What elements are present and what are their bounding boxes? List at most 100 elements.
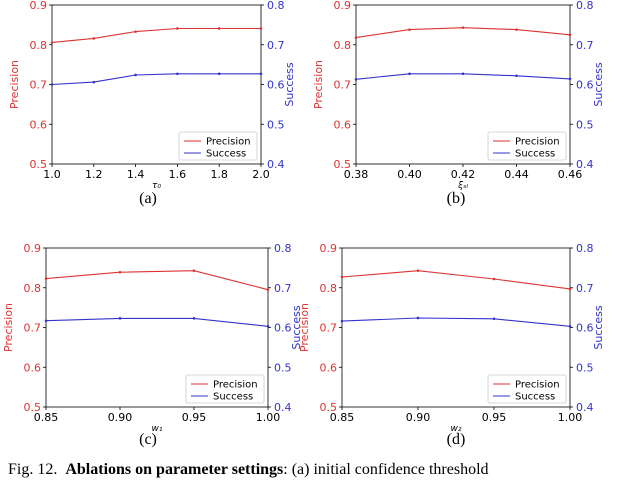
x-axis-label: w₁ (152, 424, 163, 434)
x-tick-label: 0.40 (397, 168, 422, 181)
series-line-success (51, 73, 261, 86)
y-tick-label: 0.7 (24, 322, 42, 335)
y2-tick-label: 0.6 (576, 79, 594, 92)
x-axis-label: w₂ (451, 424, 462, 434)
y2-axis-label: Success (592, 62, 605, 107)
y2-tick-label: 0.5 (576, 118, 594, 131)
data-point-precision (266, 288, 270, 292)
data-point-success (118, 317, 122, 320)
y2-tick-label: 0.8 (576, 242, 594, 255)
y-tick-label: 0.8 (320, 282, 338, 295)
panel-label: (a) (139, 190, 157, 207)
y2-tick-label: 0.5 (274, 361, 292, 374)
series-line-success (45, 317, 269, 327)
x-tick-label: 0.90 (108, 411, 133, 424)
x-tick-label: 0.46 (558, 168, 583, 181)
y2-tick-label: 0.8 (274, 242, 292, 255)
y-tick-label: 0.8 (30, 39, 48, 52)
data-point-success (266, 325, 270, 328)
data-point-success (134, 73, 137, 77)
data-point-success (217, 72, 221, 76)
data-point-success (515, 74, 518, 78)
x-tick-label: 0.42 (451, 168, 476, 181)
panel-label: (d) (447, 431, 466, 448)
caption-figure-label: Fig. 12. (8, 461, 58, 478)
y-tick-label: 0.9 (24, 242, 42, 255)
y-tick-label: 0.5 (334, 158, 352, 171)
y2-tick-label: 0.4 (576, 158, 594, 171)
legend-label-success: Success (206, 149, 246, 160)
series-line-precision (45, 270, 269, 291)
data-point-success (340, 319, 344, 323)
y2-axis-label: Success (290, 305, 303, 350)
data-point-success (568, 77, 572, 81)
y-axis-label: Precision (312, 60, 325, 109)
y-tick-label: 0.6 (334, 118, 352, 131)
data-point-precision (492, 277, 496, 281)
y-tick-label: 0.9 (30, 0, 48, 12)
y-tick-label: 0.7 (30, 79, 48, 92)
data-point-success (44, 319, 48, 323)
y-tick-label: 0.6 (320, 361, 338, 374)
data-point-success (461, 72, 465, 76)
data-point-precision (416, 269, 420, 272)
legend-label-success: Success (213, 392, 253, 403)
series-line-precision (341, 270, 571, 290)
x-tick-label: 0.38 (344, 168, 369, 181)
data-point-precision (568, 287, 572, 291)
data-point-precision (515, 28, 518, 31)
data-point-success (176, 72, 179, 76)
data-point-success (416, 316, 420, 320)
data-point-success (92, 80, 96, 84)
y-tick-label: 0.9 (334, 0, 352, 12)
x-tick-label: 1.0 (43, 168, 61, 181)
data-point-precision (176, 27, 179, 30)
legend-label-precision: Precision (515, 137, 560, 148)
series-line-precision (51, 27, 261, 43)
legend-label-precision: Precision (206, 137, 251, 148)
y2-tick-label: 0.8 (576, 0, 594, 12)
figure-caption: Fig. 12. Ablations on parameter settings… (8, 461, 640, 481)
x-tick-label: 1.2 (85, 168, 103, 181)
x-tick-label: 0.44 (504, 168, 529, 181)
x-tick-label: 0.90 (406, 411, 431, 424)
y-tick-label: 0.5 (30, 158, 48, 171)
series-line-success (341, 317, 571, 327)
legend-label-success: Success (515, 149, 555, 160)
data-point-precision (92, 37, 96, 40)
data-point-success (408, 72, 411, 76)
y-tick-label: 0.8 (24, 282, 42, 295)
data-point-precision (340, 275, 344, 279)
data-point-precision (461, 26, 465, 29)
chart-panel-3: 0.5 0.6 0.7 0.8 0.9 0.4 0.5 0.6 0.7 0.8 0.85 0.90 0.… (2, 242, 303, 448)
y2-tick-label: 0.5 (576, 361, 594, 374)
y2-tick-label: 0.4 (576, 401, 594, 414)
y-tick-label: 0.7 (334, 79, 352, 92)
y2-tick-label: 0.8 (267, 0, 285, 12)
x-tick-label: 0.95 (482, 411, 507, 424)
x-tick-label: 0.85 (34, 411, 59, 424)
x-tick-label: 1.00 (558, 411, 583, 424)
series-line-precision (355, 27, 571, 39)
y-tick-label: 0.6 (30, 118, 48, 131)
panel-label: (c) (139, 431, 157, 448)
x-axis-label: τ₀ (152, 181, 161, 191)
data-point-success (259, 72, 263, 76)
data-point-precision (259, 27, 263, 30)
y-axis-label: Precision (8, 60, 21, 109)
x-tick-label: 0.85 (330, 411, 355, 424)
y-tick-label: 0.8 (334, 39, 352, 52)
data-point-success (354, 78, 358, 81)
data-point-precision (408, 28, 411, 31)
data-point-success (50, 83, 54, 86)
chart-panel-2: 0.5 0.6 0.7 0.8 0.9 0.4 0.5 0.6 0.7 0.8 0.38 0.40 0.… (312, 0, 605, 207)
legend-label-precision: Precision (515, 380, 560, 391)
data-point-precision (354, 36, 358, 39)
x-axis-label: ξₛₗ (457, 181, 468, 191)
y2-tick-label: 0.7 (576, 282, 594, 295)
x-tick-label: 0.95 (182, 411, 207, 424)
y2-tick-label: 0.7 (576, 39, 594, 52)
y2-tick-label: 0.4 (274, 401, 292, 414)
x-tick-label: 1.00 (256, 411, 281, 424)
y2-tick-label: 0.7 (274, 282, 292, 295)
